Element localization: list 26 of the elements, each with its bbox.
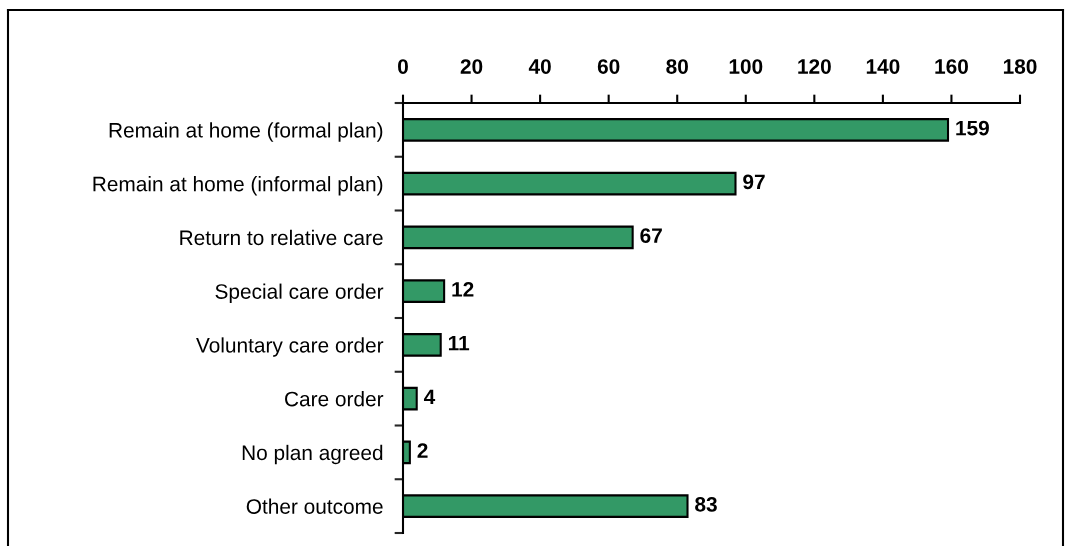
- x-tick-label: 160: [935, 59, 968, 74]
- x-tick-label: 60: [597, 59, 620, 74]
- y-tick-label: Remain at home (formal plan): [109, 122, 383, 142]
- data-label: 97: [743, 174, 765, 190]
- y-tick-label: Return to relative care: [180, 229, 383, 246]
- x-tick-label: 120: [798, 59, 831, 74]
- x-tick-label: 40: [528, 59, 551, 74]
- y-tick-label: No plan agreed: [242, 444, 383, 465]
- x-tick-label: 140: [866, 59, 900, 74]
- x-tick-label: 180: [1003, 59, 1037, 74]
- x-tick-label: 0: [398, 59, 408, 74]
- y-tick-label: Remain at home (informal plan): [93, 176, 383, 196]
- data-label: 4: [423, 389, 436, 405]
- data-label: 159: [956, 120, 989, 136]
- x-tick-label: 20: [460, 59, 483, 74]
- y-tick-label: Other outcome: [246, 498, 383, 514]
- data-label: 11: [448, 335, 470, 351]
- x-tick-label: 80: [666, 59, 688, 74]
- y-tick-label: Voluntary care order: [196, 337, 384, 357]
- y-tick-label: Special care order: [215, 283, 384, 303]
- y-tick-label: Care order: [285, 391, 384, 407]
- data-label: 67: [640, 228, 662, 243]
- data-label: 12: [452, 281, 474, 297]
- data-label: 2: [417, 443, 428, 458]
- x-tick-label: 100: [729, 59, 763, 74]
- data-label: 83: [695, 496, 717, 512]
